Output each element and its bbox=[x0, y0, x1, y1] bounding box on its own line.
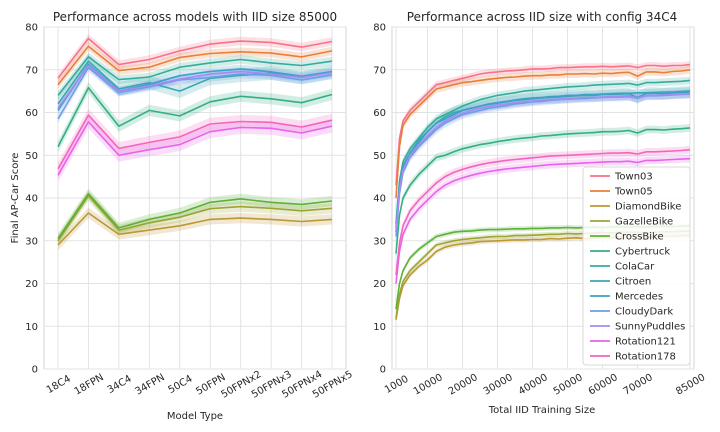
legend-label-town05: Town05 bbox=[614, 187, 653, 198]
legend-items: Town03 Town05 DiamondBike GazelleBike CrossB… bbox=[590, 172, 685, 363]
r-line-rotation178 bbox=[395, 148, 691, 275]
r-y-tick-20: 20 bbox=[373, 279, 386, 290]
legend-label-cloudydark: CloudyDark bbox=[615, 307, 673, 318]
l-band-town05 bbox=[58, 42, 332, 89]
l-y-tick-10: 10 bbox=[25, 322, 38, 333]
r-y-tick-80: 80 bbox=[373, 23, 386, 34]
l-y-tick-40: 40 bbox=[25, 194, 38, 205]
l-x-tick-34fpn: 34FPN bbox=[133, 372, 166, 398]
r-x-tick-20000: 20000 bbox=[447, 372, 480, 397]
l-x-tick-50c4: 50C4 bbox=[166, 374, 194, 397]
left-x-axis-label: Model Type bbox=[167, 411, 223, 422]
l-band-gazellebike bbox=[58, 190, 332, 246]
l-x-tick-18fpn: 18FPN bbox=[73, 372, 106, 398]
r-line-town05 bbox=[395, 69, 691, 199]
l-y-tick-70: 70 bbox=[25, 65, 38, 76]
r-x-tick-40000: 40000 bbox=[517, 372, 550, 397]
legend-label-rotation178: Rotation178 bbox=[615, 352, 676, 363]
r-y-tick-40: 40 bbox=[373, 194, 386, 205]
right-x-axis-label: Total IID Training Size bbox=[488, 405, 595, 416]
left-chart: 0 10 20 30 40 50 60 70 80 18C4 18FPN 34C4 34FPN 50C4… bbox=[10, 10, 355, 422]
r-line-colacar bbox=[395, 79, 691, 224]
l-line-rotation121 bbox=[57, 121, 333, 176]
r-y-tick-0: 0 bbox=[380, 365, 386, 376]
l-band-cloudydark bbox=[58, 63, 332, 124]
l-x-tick-18c4: 18C4 bbox=[45, 374, 73, 397]
l-line-gazellebike bbox=[57, 195, 333, 242]
legend-box bbox=[582, 166, 691, 366]
r-line-sunnypuddles bbox=[395, 92, 691, 233]
right-x-tick-labels: 1000 10000 20000 30000 40000 50000 60000 70000 8… bbox=[383, 372, 707, 397]
legend-label-crossbike: CrossBike bbox=[615, 232, 664, 243]
right-chart: 0 10 20 30 40 50 60 70 80 1000 10000 20000 30000 400… bbox=[373, 10, 707, 416]
legend-label-diamondbike: DiamondBike bbox=[615, 202, 681, 213]
r-x-tick-1000: 1000 bbox=[383, 374, 411, 396]
legend-label-sunnypuddles: SunnyPuddles bbox=[615, 322, 685, 333]
left-chart-title: Performance across models with IID size … bbox=[53, 10, 337, 24]
r-y-tick-70: 70 bbox=[373, 65, 386, 76]
l-band-cybertruck bbox=[58, 82, 332, 153]
left-series-lines bbox=[57, 37, 333, 246]
l-band-citroen bbox=[58, 54, 332, 111]
legend: Town03 Town05 DiamondBike GazelleBike CrossB… bbox=[582, 166, 691, 366]
l-y-tick-80: 80 bbox=[25, 23, 38, 34]
l-band-crossbike bbox=[58, 188, 332, 244]
l-x-tick-34c4: 34C4 bbox=[106, 374, 134, 397]
r-x-tick-50000: 50000 bbox=[552, 372, 585, 397]
l-band-rotation178 bbox=[58, 108, 332, 176]
l-band-colacar bbox=[58, 52, 332, 100]
l-line-colacar bbox=[57, 56, 333, 96]
legend-label-gazellebike: GazelleBike bbox=[615, 217, 673, 228]
r-x-tick-30000: 30000 bbox=[482, 372, 515, 397]
right-y-tick-labels: 0 10 20 30 40 50 60 70 80 bbox=[373, 23, 386, 376]
legend-label-mercedes: Mercedes bbox=[615, 292, 663, 303]
r-x-tick-85000: 85000 bbox=[674, 372, 707, 397]
r-x-tick-70000: 70000 bbox=[622, 372, 655, 397]
legend-label-rotation121: Rotation121 bbox=[615, 337, 676, 348]
l-line-diamondbike bbox=[57, 212, 333, 246]
l-line-town03 bbox=[57, 37, 333, 79]
l-line-sunnypuddles bbox=[57, 64, 333, 109]
r-line-rotation121 bbox=[395, 157, 691, 284]
r-y-tick-30: 30 bbox=[373, 236, 386, 247]
l-y-tick-60: 60 bbox=[25, 108, 38, 119]
l-y-tick-0: 0 bbox=[32, 365, 38, 376]
l-band-town03 bbox=[58, 34, 332, 83]
l-line-rotation178 bbox=[57, 114, 333, 170]
r-line-town03 bbox=[395, 63, 691, 186]
left-y-axis-label: Final AP-Car Score bbox=[10, 153, 21, 244]
l-y-tick-50: 50 bbox=[25, 151, 38, 162]
l-band-rotation121 bbox=[58, 115, 332, 182]
r-y-tick-50: 50 bbox=[373, 151, 386, 162]
legend-label-town03: Town03 bbox=[614, 172, 653, 183]
legend-label-citroen: Citroen bbox=[615, 277, 651, 288]
l-line-crossbike bbox=[57, 192, 333, 240]
l-line-cloudydark bbox=[57, 66, 333, 120]
r-line-cybertruck bbox=[395, 127, 691, 254]
left-x-tick-labels: 18C4 18FPN 34C4 34FPN 50C4 50FPN50FPNx250FPNx… bbox=[45, 369, 355, 401]
l-y-tick-20: 20 bbox=[25, 279, 38, 290]
l-line-cybertruck bbox=[57, 86, 333, 148]
r-x-tick-10000: 10000 bbox=[412, 372, 445, 397]
left-y-tick-labels: 0 10 20 30 40 50 60 70 80 bbox=[25, 23, 38, 376]
r-line-mercedes bbox=[395, 90, 691, 228]
r-y-tick-60: 60 bbox=[373, 108, 386, 119]
l-y-tick-30: 30 bbox=[25, 236, 38, 247]
l-line-town05 bbox=[57, 45, 333, 86]
legend-label-cybertruck: Cybertruck bbox=[615, 247, 670, 258]
r-x-tick-60000: 60000 bbox=[587, 372, 620, 397]
legend-label-colacar: ColaCar bbox=[615, 262, 655, 273]
right-chart-title: Performance across IID size with config … bbox=[407, 10, 677, 24]
r-y-tick-10: 10 bbox=[373, 322, 386, 333]
